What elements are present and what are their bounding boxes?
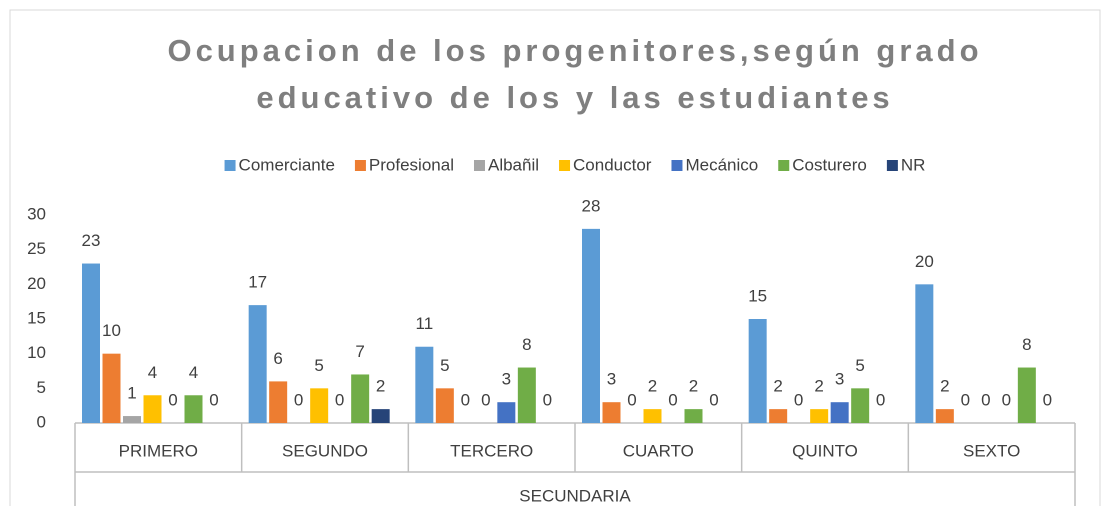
data-label: 17: [248, 273, 267, 292]
legend-swatch: [886, 160, 898, 171]
legend-swatch: [354, 160, 366, 171]
group-label: SECUNDARIA: [519, 486, 631, 505]
legend-label: Costurero: [792, 155, 867, 174]
legend-label: Comerciante: [239, 155, 335, 174]
bar: [82, 263, 100, 423]
data-label: 5: [440, 356, 449, 375]
data-label: 1: [127, 384, 136, 403]
data-label: 11: [416, 314, 434, 333]
data-label: 0: [209, 390, 218, 409]
x-tick-label: SEXTO: [963, 441, 1020, 460]
data-label: 0: [461, 390, 470, 409]
y-tick-label: 25: [27, 239, 46, 258]
y-tick-label: 5: [37, 378, 46, 397]
bar: [143, 395, 162, 423]
bar: [684, 409, 703, 423]
data-label: 0: [627, 390, 636, 409]
data-label: 5: [314, 356, 323, 375]
x-tick-label: TERCERO: [450, 441, 533, 460]
chart-title: educativo de los y las estudiantes: [256, 80, 893, 115]
data-label: 7: [355, 342, 364, 361]
data-label: 0: [876, 390, 885, 409]
bar: [810, 409, 829, 423]
x-tick-label: QUINTO: [792, 441, 858, 460]
data-label: 28: [582, 196, 601, 215]
data-label: 8: [522, 335, 531, 354]
data-label: 2: [689, 377, 698, 396]
x-tick-label: CUARTO: [623, 441, 694, 460]
bar: [123, 416, 141, 423]
bar: [915, 284, 934, 423]
bar: [435, 388, 454, 423]
data-label: 0: [794, 390, 803, 409]
data-label: 0: [481, 390, 490, 409]
bar: [102, 353, 121, 423]
data-label: 0: [709, 390, 718, 409]
bar: [351, 374, 370, 423]
data-label: 3: [502, 370, 511, 389]
legend-label: Conductor: [573, 155, 652, 174]
data-label: 4: [189, 363, 198, 382]
data-label: 15: [748, 286, 767, 305]
data-label: 6: [273, 349, 282, 368]
data-label: 0: [168, 390, 177, 409]
data-label: 2: [773, 377, 782, 396]
data-label: 0: [1043, 390, 1052, 409]
bar: [371, 409, 390, 423]
legend-swatch: [224, 160, 236, 171]
data-label: 0: [668, 390, 677, 409]
bar: [517, 367, 536, 423]
data-label: 0: [294, 390, 303, 409]
legend-label: Mecánico: [685, 155, 758, 174]
bar: [248, 305, 267, 423]
legend-swatch: [473, 160, 485, 171]
y-tick-label: 15: [27, 308, 46, 327]
data-label: 10: [102, 321, 121, 340]
bar: [582, 228, 600, 423]
legend-swatch: [778, 160, 790, 171]
data-label: 3: [835, 370, 844, 389]
legend-label: Profesional: [369, 155, 454, 174]
legend-swatch: [671, 160, 683, 171]
data-label: 3: [607, 370, 616, 389]
legend-swatch: [559, 160, 571, 171]
bar: [415, 346, 434, 423]
data-label: 8: [1022, 335, 1031, 354]
bar: [935, 409, 954, 423]
y-tick-label: 0: [37, 412, 46, 431]
bar: [602, 402, 621, 423]
bar: [184, 395, 203, 423]
bar: [769, 409, 788, 423]
data-label: 2: [940, 377, 949, 396]
bar: [830, 402, 849, 423]
y-tick-label: 20: [27, 274, 46, 293]
bar: [748, 319, 767, 423]
bar: [497, 402, 516, 423]
data-label: 4: [148, 363, 157, 382]
data-label: 5: [855, 356, 864, 375]
data-label: 0: [961, 390, 970, 409]
chart-title: Ocupacion de los progenitores,según grad…: [167, 33, 982, 68]
data-label: 0: [543, 390, 552, 409]
legend-label: Albañil: [488, 155, 539, 174]
bar: [643, 409, 662, 423]
data-label: 0: [335, 390, 344, 409]
y-tick-label: 10: [27, 343, 46, 362]
data-label: 2: [648, 377, 657, 396]
data-label: 2: [814, 377, 823, 396]
bar: [310, 388, 329, 423]
x-tick-label: SEGUNDO: [282, 441, 368, 460]
x-tick-label: PRIMERO: [119, 441, 198, 460]
data-label: 23: [82, 231, 101, 250]
legend-label: NR: [901, 155, 926, 174]
data-label: 0: [981, 390, 990, 409]
data-label: 20: [915, 252, 934, 271]
data-label: 2: [376, 377, 385, 396]
y-tick-label: 30: [27, 204, 46, 223]
bar: [269, 381, 288, 423]
bar: [851, 388, 870, 423]
bar: [1017, 367, 1036, 423]
data-label: 0: [1002, 390, 1011, 409]
